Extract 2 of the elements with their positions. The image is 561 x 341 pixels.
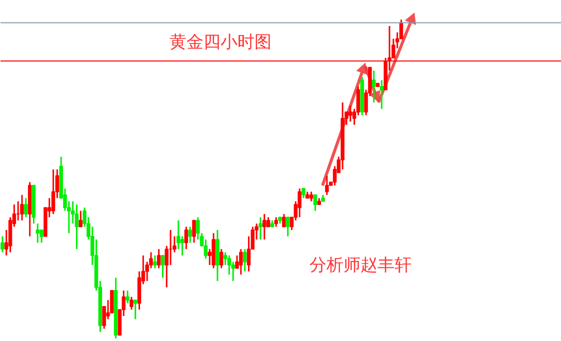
annotation: 分析师赵丰轩 <box>310 256 412 276</box>
text: 黄金四小时图 <box>170 32 272 52</box>
